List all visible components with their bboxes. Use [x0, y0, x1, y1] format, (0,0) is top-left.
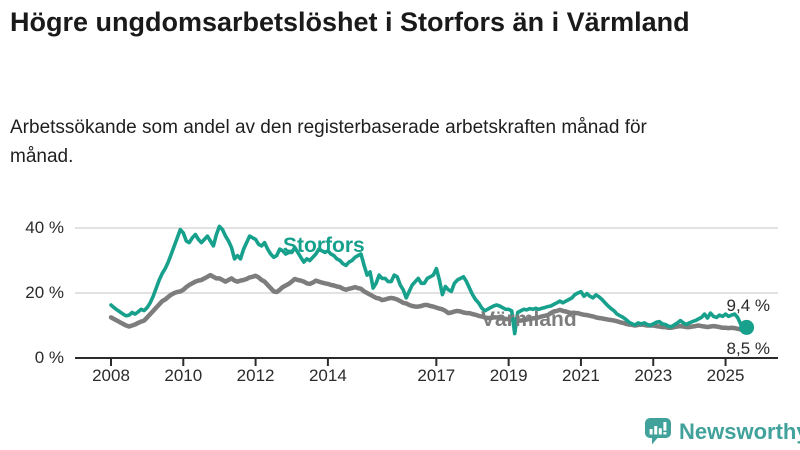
storfors-series-label: Storfors [283, 234, 365, 257]
x-axis-tick-label: 2023 [634, 366, 673, 385]
series-end-dot [739, 319, 755, 335]
series-line-1 [108, 272, 749, 333]
x-axis-tick-label: 2012 [236, 366, 275, 385]
varmland-end-value-label: 8,5 % [726, 339, 770, 358]
x-axis-tick-label: 2019 [489, 366, 528, 385]
newsworthy-logo-icon [645, 418, 671, 445]
page-title: Högre ungdomsarbetslöshet i Storfors än … [10, 7, 690, 37]
newsworthy-brand-text: Newsworthy [679, 419, 800, 444]
x-axis-ticks [110, 358, 727, 366]
x-axis-tick-label: 2021 [562, 366, 600, 385]
y-axis-tick-label: 40 % [25, 218, 64, 237]
chart-subtitle: Arbetssökande som andel av den registerb… [10, 117, 647, 167]
x-axis-tick-label: 2008 [92, 366, 130, 385]
y-axis-tick-label: 0 % [34, 348, 64, 367]
x-axis-tick-label: 2017 [417, 366, 456, 385]
series-line-0 [109, 224, 749, 336]
gridlines [75, 227, 778, 294]
storfors-end-value-label: 9,4 % [726, 296, 770, 315]
x-axis-tick-label: 2014 [308, 366, 347, 385]
varmland-series-label: Värmland [481, 308, 577, 331]
y-axis-tick-label: 20 % [25, 283, 64, 302]
x-axis-tick-label: 2025 [706, 366, 745, 385]
x-axis-tick-label: 2010 [164, 366, 203, 385]
